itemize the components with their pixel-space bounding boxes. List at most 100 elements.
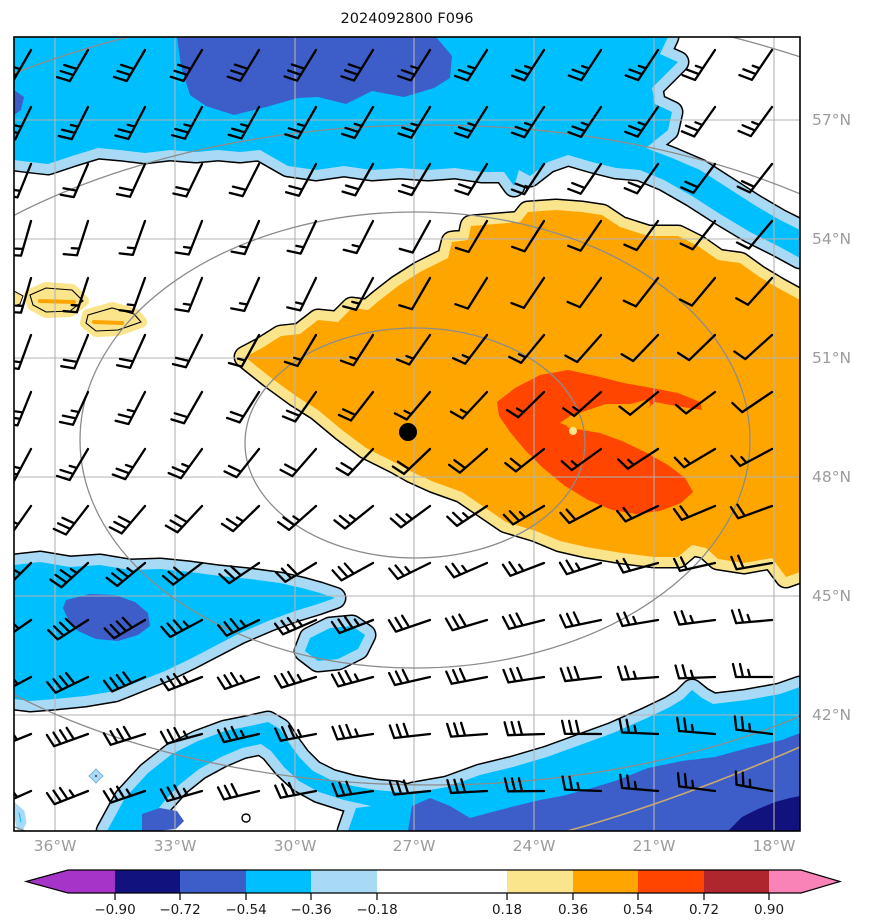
wind-barb: [49, 561, 90, 589]
wind-barb: [510, 276, 546, 309]
wind-barb: [45, 786, 90, 806]
wind-barb: [623, 162, 660, 195]
wind-barb: [218, 561, 261, 585]
wind-barb: [454, 105, 489, 139]
wind-barb: [558, 559, 603, 576]
yellow-blob: [85, 307, 142, 332]
wind-barb: [387, 614, 432, 633]
wind-barb: [454, 276, 489, 310]
wind-barb: [735, 276, 774, 306]
colorbar-tick-label: −0.54: [225, 902, 266, 918]
wind-barb: [118, 219, 147, 257]
lat-label: 57°N: [812, 111, 851, 129]
wind-barb: [14, 447, 33, 482]
colorbar-segment: [180, 870, 246, 893]
wind-barb: [14, 162, 33, 199]
wind-barb: [731, 662, 774, 679]
wind-barb: [562, 390, 603, 418]
colorbar-tick-label: −0.72: [159, 902, 200, 918]
colorbar-tick-label: −0.90: [94, 902, 135, 918]
wind-barb: [115, 162, 147, 198]
wind-barb: [676, 716, 717, 736]
wind-barb: [618, 718, 660, 736]
lat-label: 45°N: [812, 587, 851, 605]
wind-barb: [337, 390, 375, 422]
lat-label: 54°N: [812, 230, 851, 248]
region-royal-band: [408, 733, 800, 831]
wind-barb: [508, 333, 546, 364]
lon-label: 18°W: [753, 837, 796, 855]
wind-barb: [59, 162, 90, 199]
wind-barb: [52, 504, 90, 536]
wind-barb: [216, 725, 261, 744]
cyan-corner-sliver: [14, 801, 27, 831]
wind-barb: [559, 611, 603, 629]
colorbar-tick-label: −0.18: [356, 902, 397, 918]
wind-barb: [510, 162, 546, 196]
wind-barb: [47, 617, 90, 641]
lon-label: 21°W: [633, 837, 676, 855]
wind-barb: [446, 721, 489, 738]
wind-barb: [567, 105, 603, 139]
colorbar-segment: [246, 870, 311, 893]
wind-barb: [559, 665, 603, 683]
wind-barb: [619, 773, 660, 793]
colorbar-segment: [638, 870, 704, 893]
wind-barb: [103, 616, 147, 640]
wind-barb: [398, 276, 432, 311]
lon-label: 24°W: [513, 837, 556, 855]
range-ring-ellipse: [79, 211, 751, 669]
filled-region: [305, 626, 365, 661]
wind-barb: [387, 668, 432, 687]
wind-barb: [55, 447, 90, 482]
wind-barb: [676, 333, 717, 362]
wind-barb: [674, 390, 717, 415]
wind-barb: [226, 48, 261, 82]
wind-barb: [330, 669, 375, 688]
wind-barb: [331, 561, 375, 582]
wind-barb: [561, 775, 603, 793]
wind-barb: [444, 561, 489, 579]
wind-barb: [616, 504, 660, 523]
wind-barb: [167, 447, 204, 480]
wind-barb: [449, 390, 489, 420]
wind-barb: [388, 779, 432, 796]
wind-barb: [164, 504, 204, 534]
wind-barb: [567, 48, 603, 82]
wind-barb: [114, 390, 147, 426]
wind-barb: [391, 447, 432, 476]
wind-barb: [566, 276, 603, 309]
wind-barb: [227, 105, 261, 140]
region-red-core: [497, 370, 702, 514]
wind-barb: [676, 771, 717, 793]
wind-barb: [160, 618, 204, 639]
wind-barb: [451, 333, 489, 365]
colorbar-segment: [115, 870, 180, 893]
wind-barb: [342, 219, 375, 255]
wind-barb: [223, 447, 261, 479]
lat-label: 48°N: [812, 468, 851, 486]
wind-barb: [102, 785, 147, 804]
wind-barb: [680, 162, 717, 194]
lat-label: 42°N: [812, 706, 851, 724]
wind-barb: [504, 447, 546, 473]
wind-barb: [734, 770, 774, 793]
wind-barb: [446, 504, 489, 528]
wind-barb: [14, 672, 33, 696]
wind-barb: [397, 48, 432, 82]
region-royal-top-sliver: [14, 90, 24, 115]
wind-barb: [58, 390, 90, 426]
wind-barb: [45, 726, 90, 748]
wind-barb: [339, 333, 375, 367]
wind-barb: [679, 219, 717, 251]
wind-barb: [283, 333, 318, 368]
diamond-dot: [95, 775, 97, 777]
wind-barb: [730, 608, 774, 625]
lat-label: 51°N: [812, 349, 851, 367]
wind-barb: [341, 162, 375, 197]
wind-barb: [14, 48, 33, 83]
wind-barb: [733, 715, 774, 736]
wind-barb: [284, 162, 318, 197]
wind-barb: [678, 276, 717, 307]
